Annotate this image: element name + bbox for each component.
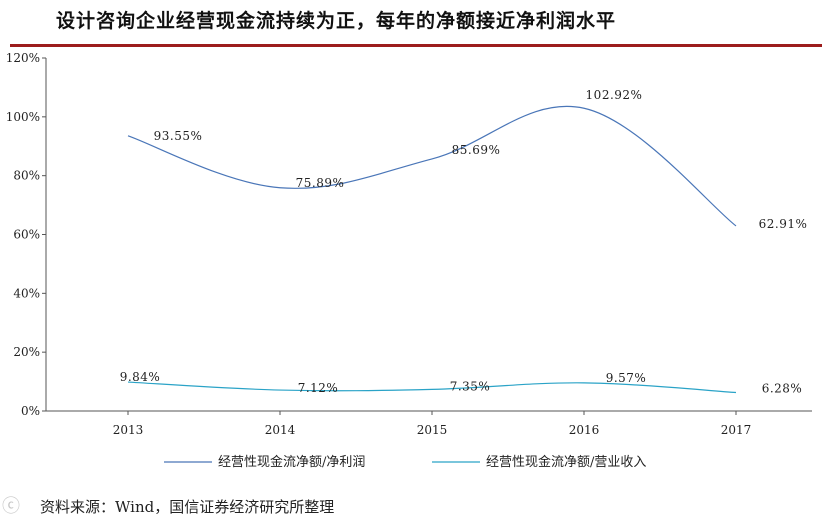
data-label: 9.57% xyxy=(606,371,647,385)
y-tick-label: 0% xyxy=(21,404,40,418)
x-tick-label: 2013 xyxy=(113,423,144,437)
y-tick-label: 40% xyxy=(13,286,40,300)
y-tick-label: 60% xyxy=(13,228,40,242)
data-label: 85.69% xyxy=(452,143,501,157)
data-label: 62.91% xyxy=(759,217,808,231)
watermark-icon: ⓒ xyxy=(2,496,20,517)
data-label: 7.12% xyxy=(298,381,339,395)
x-tick-label: 2016 xyxy=(569,423,600,437)
x-tick-label: 2014 xyxy=(265,423,296,437)
data-label: 102.92% xyxy=(586,88,643,102)
data-label: 7.35% xyxy=(450,379,491,393)
page-title: 设计咨询企业经营现金流持续为正，每年的净额接近净利润水平 xyxy=(56,10,617,32)
title-underline xyxy=(10,44,822,47)
y-tick-label: 120% xyxy=(6,51,40,65)
y-tick-label: 20% xyxy=(13,345,40,359)
x-tick-label: 2017 xyxy=(721,423,752,437)
series-line-2 xyxy=(127,381,737,394)
legend-label: 经营性现金流净额/净利润 xyxy=(218,454,365,470)
source-note: 资料来源：Wind，国信证券经济研究所整理 xyxy=(40,498,335,516)
data-label: 93.55% xyxy=(154,129,203,143)
y-tick-label: 100% xyxy=(6,110,40,124)
series-line-1 xyxy=(127,105,737,227)
x-tick-label: 2015 xyxy=(417,423,448,437)
y-tick-label: 80% xyxy=(13,169,40,183)
data-label: 6.28% xyxy=(762,382,803,396)
cash-flow-line-chart: 0% 20% 40% 60% 80% 100% 120% 2013 2014 2015 2016 20… xyxy=(6,51,812,470)
data-label: 75.89% xyxy=(296,176,345,190)
data-label: 9.84% xyxy=(120,370,161,384)
legend-label: 经营性现金流净额/营业收入 xyxy=(486,454,646,470)
